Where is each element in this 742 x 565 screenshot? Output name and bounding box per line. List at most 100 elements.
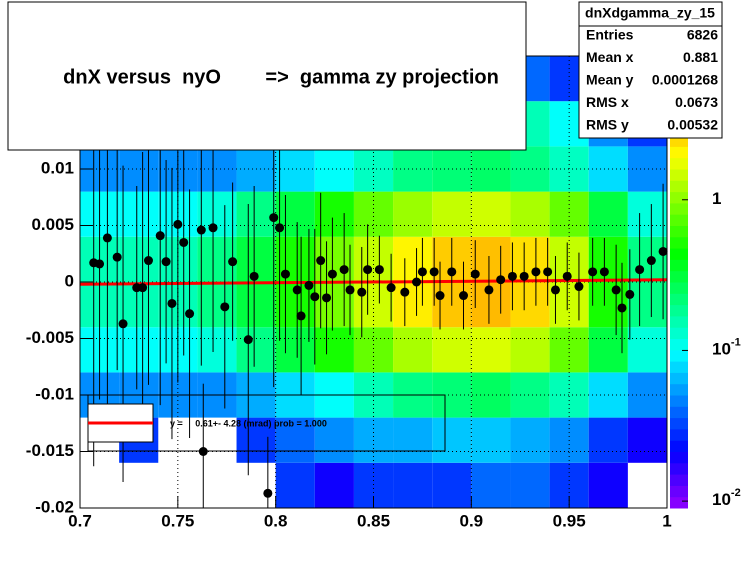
x-tick-label: 0.8: [264, 511, 288, 530]
data-point: [220, 302, 230, 312]
heat-cell: [393, 282, 433, 328]
heat-cell: [353, 191, 394, 237]
heat-cell: [197, 327, 237, 373]
color-bar-step: [670, 338, 688, 351]
heat-cell: [471, 327, 511, 373]
color-bar-step: [670, 462, 688, 475]
data-point: [447, 267, 457, 277]
stats-label: Mean y: [586, 72, 634, 88]
x-tick-label: 0.85: [357, 511, 390, 530]
color-bar-step: [670, 225, 688, 238]
heat-cell: [393, 236, 433, 282]
z-tick-label: 10-1: [712, 336, 741, 359]
data-point: [429, 267, 439, 277]
color-bar-step: [670, 214, 688, 226]
heat-cell: [353, 236, 394, 282]
heat-cell: [393, 327, 433, 373]
heat-cell: [119, 191, 159, 237]
data-point: [185, 309, 195, 319]
data-point: [179, 237, 189, 247]
z-tick-base: 1: [712, 189, 721, 208]
data-point: [316, 256, 326, 266]
data-point: [263, 488, 273, 498]
data-point: [635, 265, 645, 275]
color-bar-step: [670, 451, 688, 464]
data-point: [310, 292, 320, 302]
data-point: [363, 265, 373, 275]
data-point: [459, 291, 469, 301]
data-point: [138, 283, 148, 293]
data-point: [112, 252, 122, 262]
data-point: [339, 265, 349, 275]
z-tick-label: 1: [712, 189, 721, 208]
color-bar-step: [670, 259, 688, 272]
heat-cell: [119, 327, 159, 373]
data-point: [562, 271, 572, 281]
data-point: [646, 256, 656, 266]
color-bar-step: [670, 180, 688, 193]
data-point: [417, 267, 427, 277]
heat-cell: [510, 462, 550, 508]
y-tick-label: 0.01: [41, 158, 74, 177]
heat-cell: [432, 417, 472, 463]
heat-cell: [236, 327, 276, 373]
data-point: [167, 298, 177, 308]
color-bar-step: [670, 191, 688, 204]
heat-cell: [627, 417, 667, 463]
stats-label: RMS x: [586, 94, 629, 110]
data-point: [208, 223, 218, 233]
data-point: [275, 223, 285, 233]
z-tick-exponent: -2: [731, 487, 741, 499]
data-point: [118, 319, 128, 329]
data-point: [269, 213, 279, 223]
color-bar-step: [670, 496, 688, 509]
stats-value: 0.881: [683, 49, 718, 65]
data-point: [357, 287, 367, 297]
z-tick-base: 10: [712, 340, 731, 359]
z-tick-exponent: -1: [731, 336, 741, 348]
data-point: [496, 275, 506, 285]
data-point: [161, 257, 171, 267]
heat-cell: [432, 146, 472, 192]
color-bar-step: [670, 236, 688, 249]
heat-cell: [627, 372, 667, 418]
heat-cell: [393, 462, 433, 508]
x-tick-label: 0.7: [68, 511, 92, 530]
data-point: [386, 283, 396, 293]
color-bar-step: [670, 304, 688, 317]
heat-cell: [510, 236, 550, 282]
overlay: dnX versus nyO => gamma zy projection dn…: [7, 1, 723, 530]
color-bar-step: [670, 157, 688, 170]
data-point: [470, 269, 480, 279]
heat-cell: [236, 191, 276, 237]
heat-cell: [471, 372, 511, 418]
heat-cell: [549, 372, 589, 418]
color-bar-step: [670, 428, 688, 441]
x-tick-label: 0.75: [161, 511, 194, 530]
data-point: [625, 289, 635, 299]
data-point: [588, 267, 598, 277]
data-point: [155, 231, 165, 241]
heat-cell: [627, 282, 667, 328]
stats-box: [578, 1, 723, 139]
heat-cell: [627, 327, 667, 373]
data-point: [143, 256, 153, 266]
data-point: [322, 293, 332, 303]
x-tick-label: 1: [662, 511, 671, 530]
data-point: [400, 287, 410, 297]
heat-cell: [275, 417, 315, 463]
data-point: [617, 303, 627, 313]
y-tick-label: 0.005: [31, 215, 74, 234]
data-point: [327, 269, 337, 279]
y-tick-label: 0: [65, 271, 74, 290]
heat-cell: [275, 462, 315, 508]
heat-cell: [275, 327, 315, 373]
stats-value: 0.0673: [675, 94, 718, 110]
color-bar-step: [670, 406, 688, 419]
heat-cell: [549, 191, 589, 237]
data-point: [243, 335, 253, 345]
heat-cell: [471, 146, 511, 192]
data-point: [280, 269, 290, 279]
color-bar-step: [670, 383, 688, 396]
y-tick-label: -0.01: [35, 384, 74, 403]
